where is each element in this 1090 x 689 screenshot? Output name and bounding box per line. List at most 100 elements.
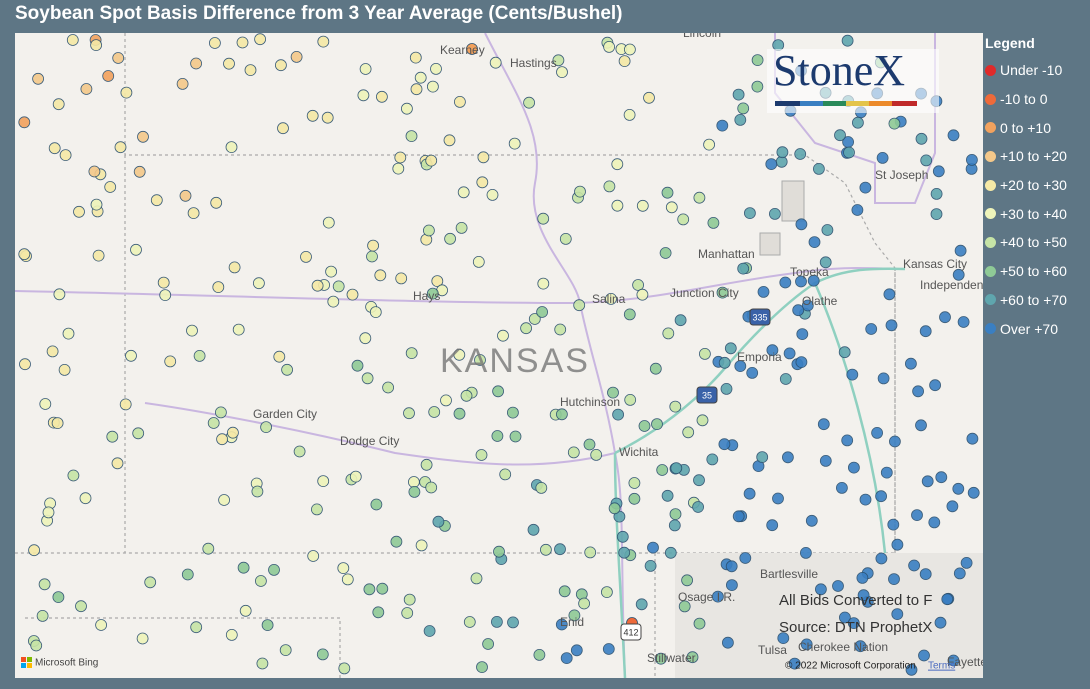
bid-dot: [947, 129, 960, 142]
city-label: Kansas City: [903, 257, 967, 271]
bid-dot: [670, 462, 683, 475]
bid-dot: [608, 502, 621, 515]
bid-dot: [361, 372, 374, 385]
bid-dot: [228, 261, 241, 274]
city-label: Garden City: [253, 407, 317, 421]
bid-dot: [455, 221, 468, 234]
bid-dot: [366, 250, 378, 263]
city-label: Dodge City: [340, 434, 399, 448]
bid-dot: [431, 275, 444, 288]
bid-dot: [453, 96, 466, 108]
legend-item: +30 to +40: [985, 199, 1067, 228]
bid-dot: [499, 468, 512, 481]
bid-dot: [888, 573, 900, 585]
bid-dot: [159, 289, 172, 302]
bid-dot: [920, 154, 933, 167]
bid-dot: [659, 247, 672, 259]
highway-shield: [749, 308, 771, 326]
bid-dot: [261, 619, 274, 631]
bid-dot: [854, 640, 867, 653]
bid-dot: [273, 350, 286, 363]
bid-dot: [757, 285, 770, 298]
bid-dot: [734, 114, 747, 126]
bid-dot: [523, 96, 535, 109]
bid-dot: [928, 516, 941, 529]
bid-dot: [677, 213, 690, 226]
city-label: St Joseph: [875, 168, 928, 182]
bid-dot: [603, 40, 615, 53]
bid-dot: [815, 583, 827, 596]
city-label: Lincoln: [683, 33, 721, 40]
legend-item: +20 to +30: [985, 171, 1067, 200]
terms-link[interactable]: Terms: [928, 661, 955, 672]
bid-dot: [408, 485, 421, 498]
legend-swatch: [985, 265, 996, 277]
city-label: Salina: [592, 292, 626, 306]
bid-dot: [834, 129, 846, 142]
bid-dot: [558, 585, 571, 598]
bid-dot: [905, 357, 917, 370]
bid-dot: [578, 597, 590, 610]
bid-dot: [106, 430, 119, 443]
logo: StoneX: [767, 46, 939, 113]
bid-dot: [813, 162, 825, 175]
highway-number: 412: [623, 627, 638, 637]
bid-dot: [706, 453, 719, 466]
bid-dot: [506, 406, 519, 419]
bid-dot: [611, 199, 624, 212]
bid-dot: [716, 119, 729, 132]
bid-dot: [18, 248, 31, 261]
bid-dot: [119, 398, 132, 411]
bid-dot: [193, 349, 206, 362]
bid-dot: [405, 347, 418, 360]
bid-dot: [908, 559, 920, 572]
bid-dot: [911, 509, 923, 522]
bid-dot: [92, 249, 105, 262]
bid-dot: [967, 486, 980, 499]
bid-dot: [618, 546, 631, 559]
state-label: KANSAS: [440, 342, 590, 380]
bid-dot: [848, 461, 860, 474]
bid-dot: [865, 323, 878, 335]
bid-dot: [528, 313, 541, 325]
bid-dot: [800, 547, 812, 559]
bid-dot: [28, 544, 41, 557]
bid-dot: [420, 458, 433, 471]
bid-dot: [144, 576, 157, 589]
bid-dot: [661, 186, 674, 199]
bid-dot: [624, 43, 636, 56]
bid-dot: [554, 323, 567, 336]
bid-dot: [912, 385, 924, 398]
bid-dot: [560, 652, 573, 664]
logo-bar: [823, 101, 846, 106]
bid-dot: [425, 154, 438, 167]
bid-dot: [795, 356, 808, 369]
city-label: Stillwater: [647, 651, 696, 665]
bid-dot: [857, 589, 870, 602]
highway-number: 335: [752, 312, 767, 322]
bid-dot: [486, 188, 499, 201]
bid-dot: [628, 477, 641, 489]
bid-dot: [947, 654, 960, 667]
bid-dot: [114, 141, 127, 154]
bid-dot: [537, 212, 550, 225]
bid-dot: [38, 578, 51, 591]
bid-dot: [583, 438, 596, 451]
bid-dot: [426, 80, 439, 93]
bid-dot: [164, 355, 177, 368]
bid-dot: [946, 500, 959, 513]
oklahoma-area: [675, 553, 983, 678]
bid-dot: [236, 36, 249, 49]
bid-dot: [636, 199, 649, 212]
legend-label: +10 to +20: [1000, 148, 1067, 165]
bid-dot: [725, 560, 738, 573]
bid-dot: [325, 265, 338, 278]
bing-logo: [21, 657, 32, 668]
bid-dot: [527, 523, 540, 536]
highway-number: 35: [702, 390, 712, 400]
bid-dot: [254, 575, 267, 587]
bid-dot: [407, 476, 420, 488]
bid-dot: [363, 583, 376, 596]
city-label: Bartlesville: [760, 567, 818, 581]
bid-dot: [176, 78, 189, 90]
